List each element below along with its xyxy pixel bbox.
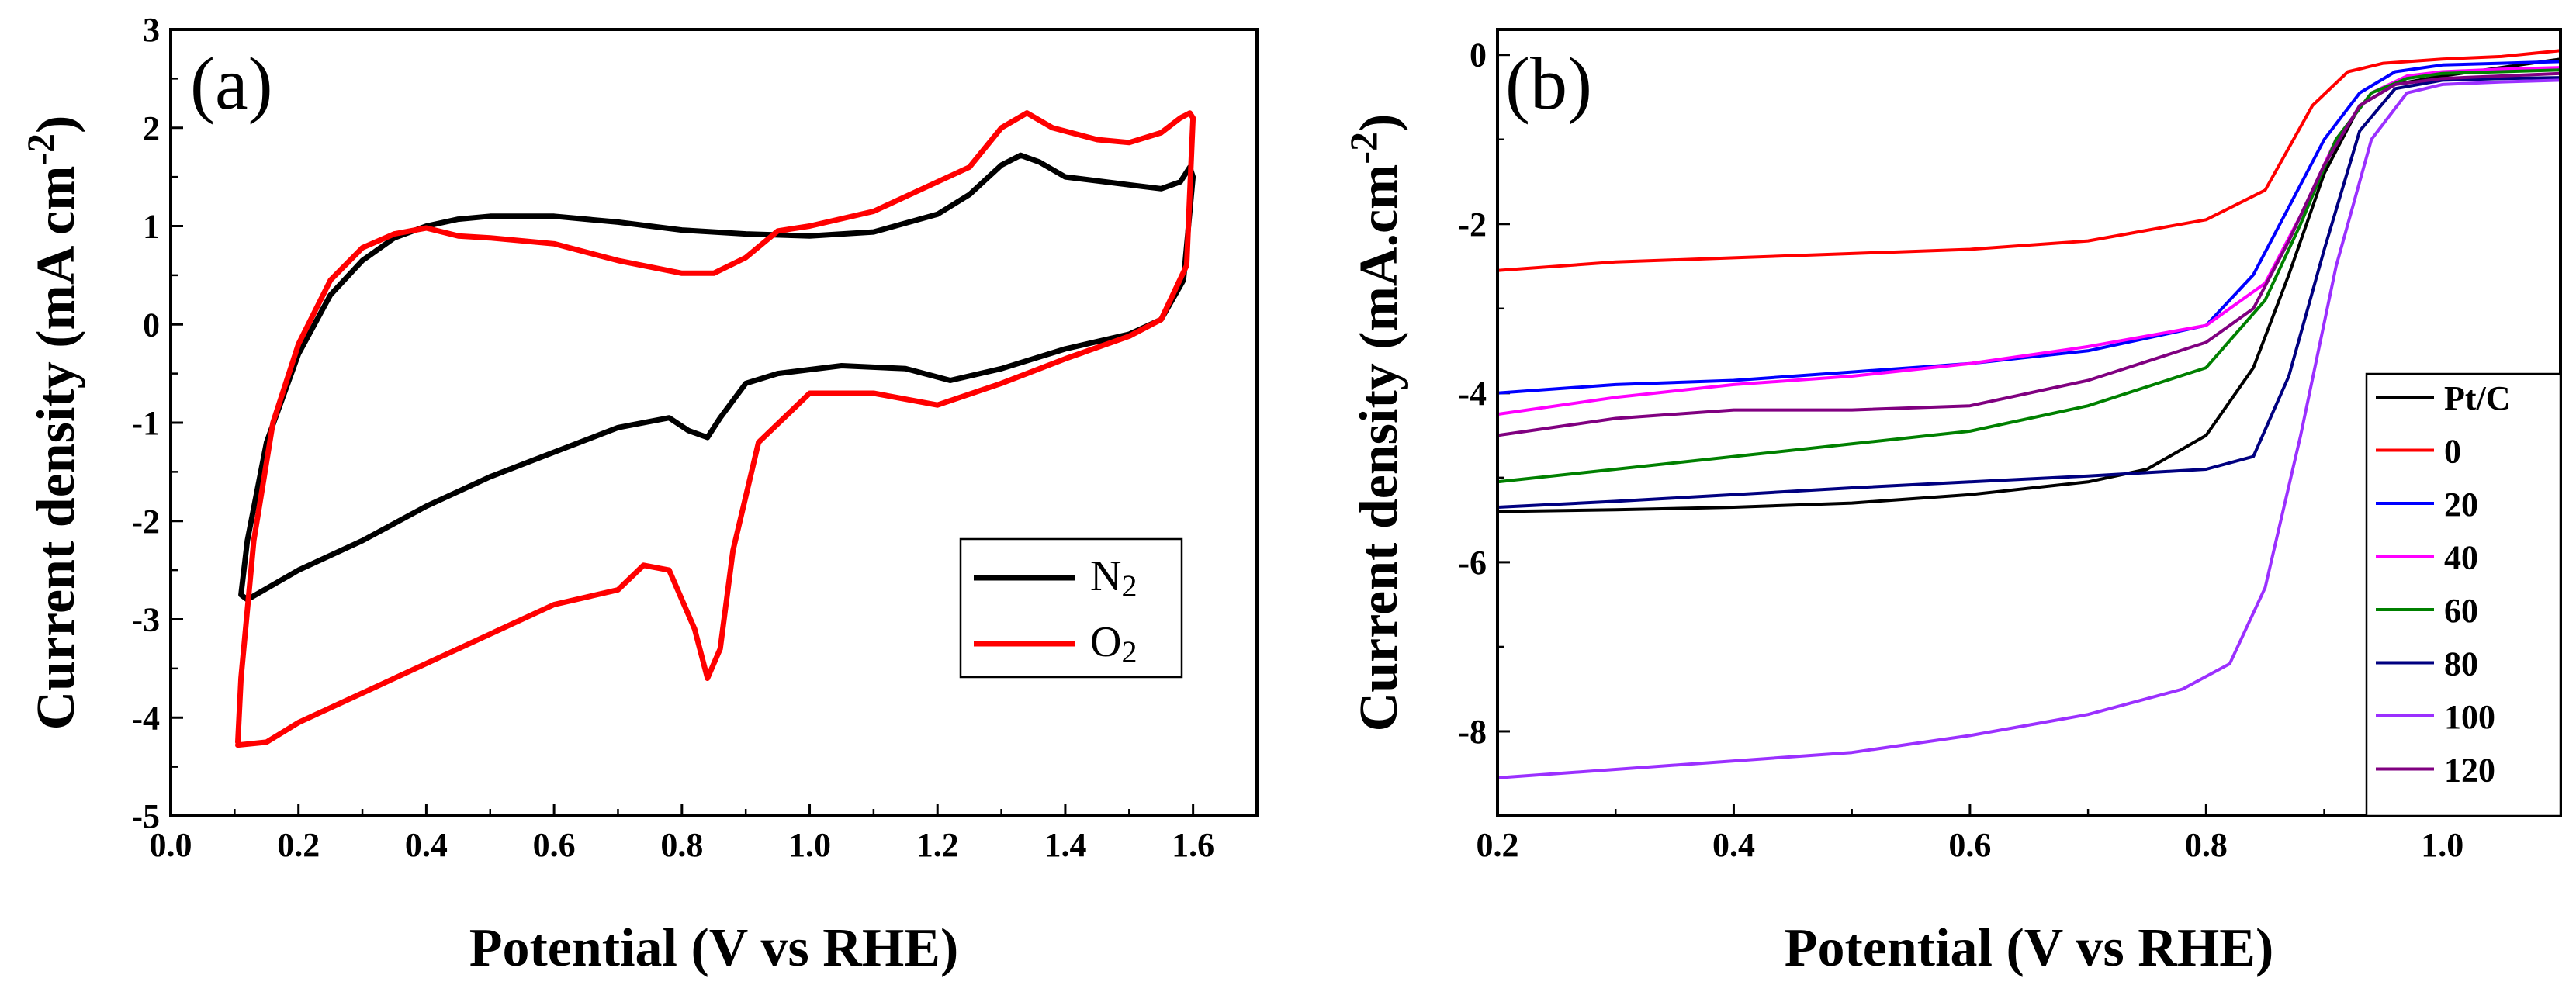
panel-a-y-tick-label: -5	[131, 797, 160, 835]
panel-b-legend-label-60: 60	[2444, 592, 2478, 630]
panel-a-y-tick-label: -3	[131, 601, 160, 639]
panel-b-legend-label-pt-c: Pt/C	[2444, 379, 2511, 417]
panel-a-legend-label-n2: N2	[1090, 552, 1137, 603]
panel-a-y-axis-title-sup: -2	[19, 133, 62, 166]
panel-a-x-tick-label: 1.6	[1172, 826, 1214, 864]
panel-a-x-tick-label: 0.6	[533, 826, 576, 864]
panel-a-x-tick-label: 0.2	[277, 826, 320, 864]
panel-b-x-axis-title: Potential (V vs RHE)	[1785, 918, 2274, 978]
panel-b-x-tick-label: 0.8	[2185, 826, 2228, 864]
panel-b-legend-label-120: 120	[2444, 752, 2495, 790]
panel-b-legend: Pt/C 0 20 40 60 80 100 120	[2365, 372, 2562, 817]
panel-a-series-o2	[235, 110, 1196, 748]
panel-b-y-axis-title-sup: -2	[1342, 132, 1385, 164]
panel-b-y-tick-label: -6	[1458, 544, 1487, 582]
panel-b-series-80	[1496, 76, 2562, 509]
panel-a: 0.0 0.2 0.4 0.6 0.8 1.0 1.2 1.4 1.6 -5 -4 -3 -2 -1 0 1 2…	[19, 11, 1259, 978]
panel-a-series	[235, 110, 1196, 748]
panel-a-x-tick-label: 0.4	[405, 826, 448, 864]
panel-b-series	[1496, 49, 2562, 779]
panel-a-frame	[169, 28, 1259, 817]
panel-b-legend-label-80: 80	[2444, 645, 2478, 683]
panel-a-legend-label-o2: O2	[1090, 618, 1137, 669]
panel-b-series-20	[1496, 60, 2562, 395]
panel-a-y-tick-label: 2	[143, 109, 160, 147]
panel-a-y-tick-label: 1	[143, 208, 160, 246]
panel-a-x-tick-label: 1.0	[788, 826, 831, 864]
panel-b-legend-label-0: 0	[2444, 433, 2461, 471]
panel-b-x-tick-label: 0.4	[1712, 826, 1755, 864]
panel-b-y-axis-title: Current density (mA.cm-2)	[1342, 114, 1409, 732]
panel-a-y-tick-label: 0	[143, 306, 160, 344]
panel-b-series-40	[1496, 66, 2562, 416]
panel-a-legend-label-sub: 2	[1121, 569, 1137, 603]
panel-a-x-tick-label: 0.8	[660, 826, 703, 864]
panel-b-x-tick-label: 0.6	[1948, 826, 1991, 864]
panel-a-y-tick-label: -4	[131, 699, 160, 737]
panel-a-series-n2	[238, 152, 1196, 603]
panel-b-y-tick-label: -2	[1458, 206, 1487, 244]
panel-a-legend-label-main: N	[1090, 552, 1121, 600]
panel-a-x-tick-label: 1.2	[916, 826, 959, 864]
panel-b-y-tick-label: 0	[1470, 36, 1487, 74]
panel-b-legend-box	[2365, 372, 2562, 817]
panel-b-legend-label-100: 100	[2444, 698, 2495, 736]
panel-b-x-tick-label: 1.0	[2421, 826, 2463, 864]
panel-a-legend-label-main: O	[1090, 618, 1121, 666]
panel-b-legend-label-20: 20	[2444, 486, 2478, 524]
panel-a-y-tick-label: -1	[131, 404, 160, 442]
panel-b-y-tick-label: -8	[1458, 713, 1487, 751]
panel-a-y-axis-title-end: )	[26, 116, 86, 133]
panel-b-series-120	[1496, 71, 2562, 437]
panel-a-x-tick-label: 0.0	[150, 826, 192, 864]
panel-b-y-axis-title-main: Current density (mA.cm	[1349, 164, 1409, 732]
panel-b-series-60	[1496, 68, 2562, 484]
panel-b-series-100	[1496, 78, 2562, 779]
panel-a-label: (a)	[190, 42, 273, 125]
panel-a-x-tick-label: 1.4	[1044, 826, 1086, 864]
panel-a-x-axis-title: Potential (V vs RHE)	[469, 918, 959, 978]
panel-a-legend-label-sub: 2	[1121, 634, 1137, 669]
panel-a-y-axis-title-main: Current density (mA cm	[26, 166, 86, 731]
panel-b-label: (b)	[1505, 42, 1592, 125]
panel-b-y-tick-label: -4	[1458, 375, 1487, 413]
panel-b-ticks: 0.2 0.4 0.6 0.8 1.0 -8 -6 -4 -2 0	[1458, 36, 2463, 864]
panel-a-y-tick-label: 3	[143, 11, 160, 49]
panel-b-x-tick-label: 0.2	[1477, 826, 1519, 864]
panel-b-series-0	[1496, 49, 2562, 272]
panel-a-ticks: 0.0 0.2 0.4 0.6 0.8 1.0 1.2 1.4 1.6 -5 -4 -3 -2 -1 0 1 2…	[131, 11, 1214, 864]
panel-a-y-axis-title: Current density (mA cm-2)	[19, 116, 86, 731]
panel-a-y-tick-label: -2	[131, 503, 160, 541]
panel-b: 0.2 0.4 0.6 0.8 1.0 -8 -6 -4 -2 0 (b) Potential (…	[1342, 28, 2562, 978]
panel-b-y-axis-title-end: )	[1349, 114, 1409, 132]
panel-b-legend-label-40: 40	[2444, 539, 2478, 577]
panel-a-legend-box	[959, 537, 1183, 679]
